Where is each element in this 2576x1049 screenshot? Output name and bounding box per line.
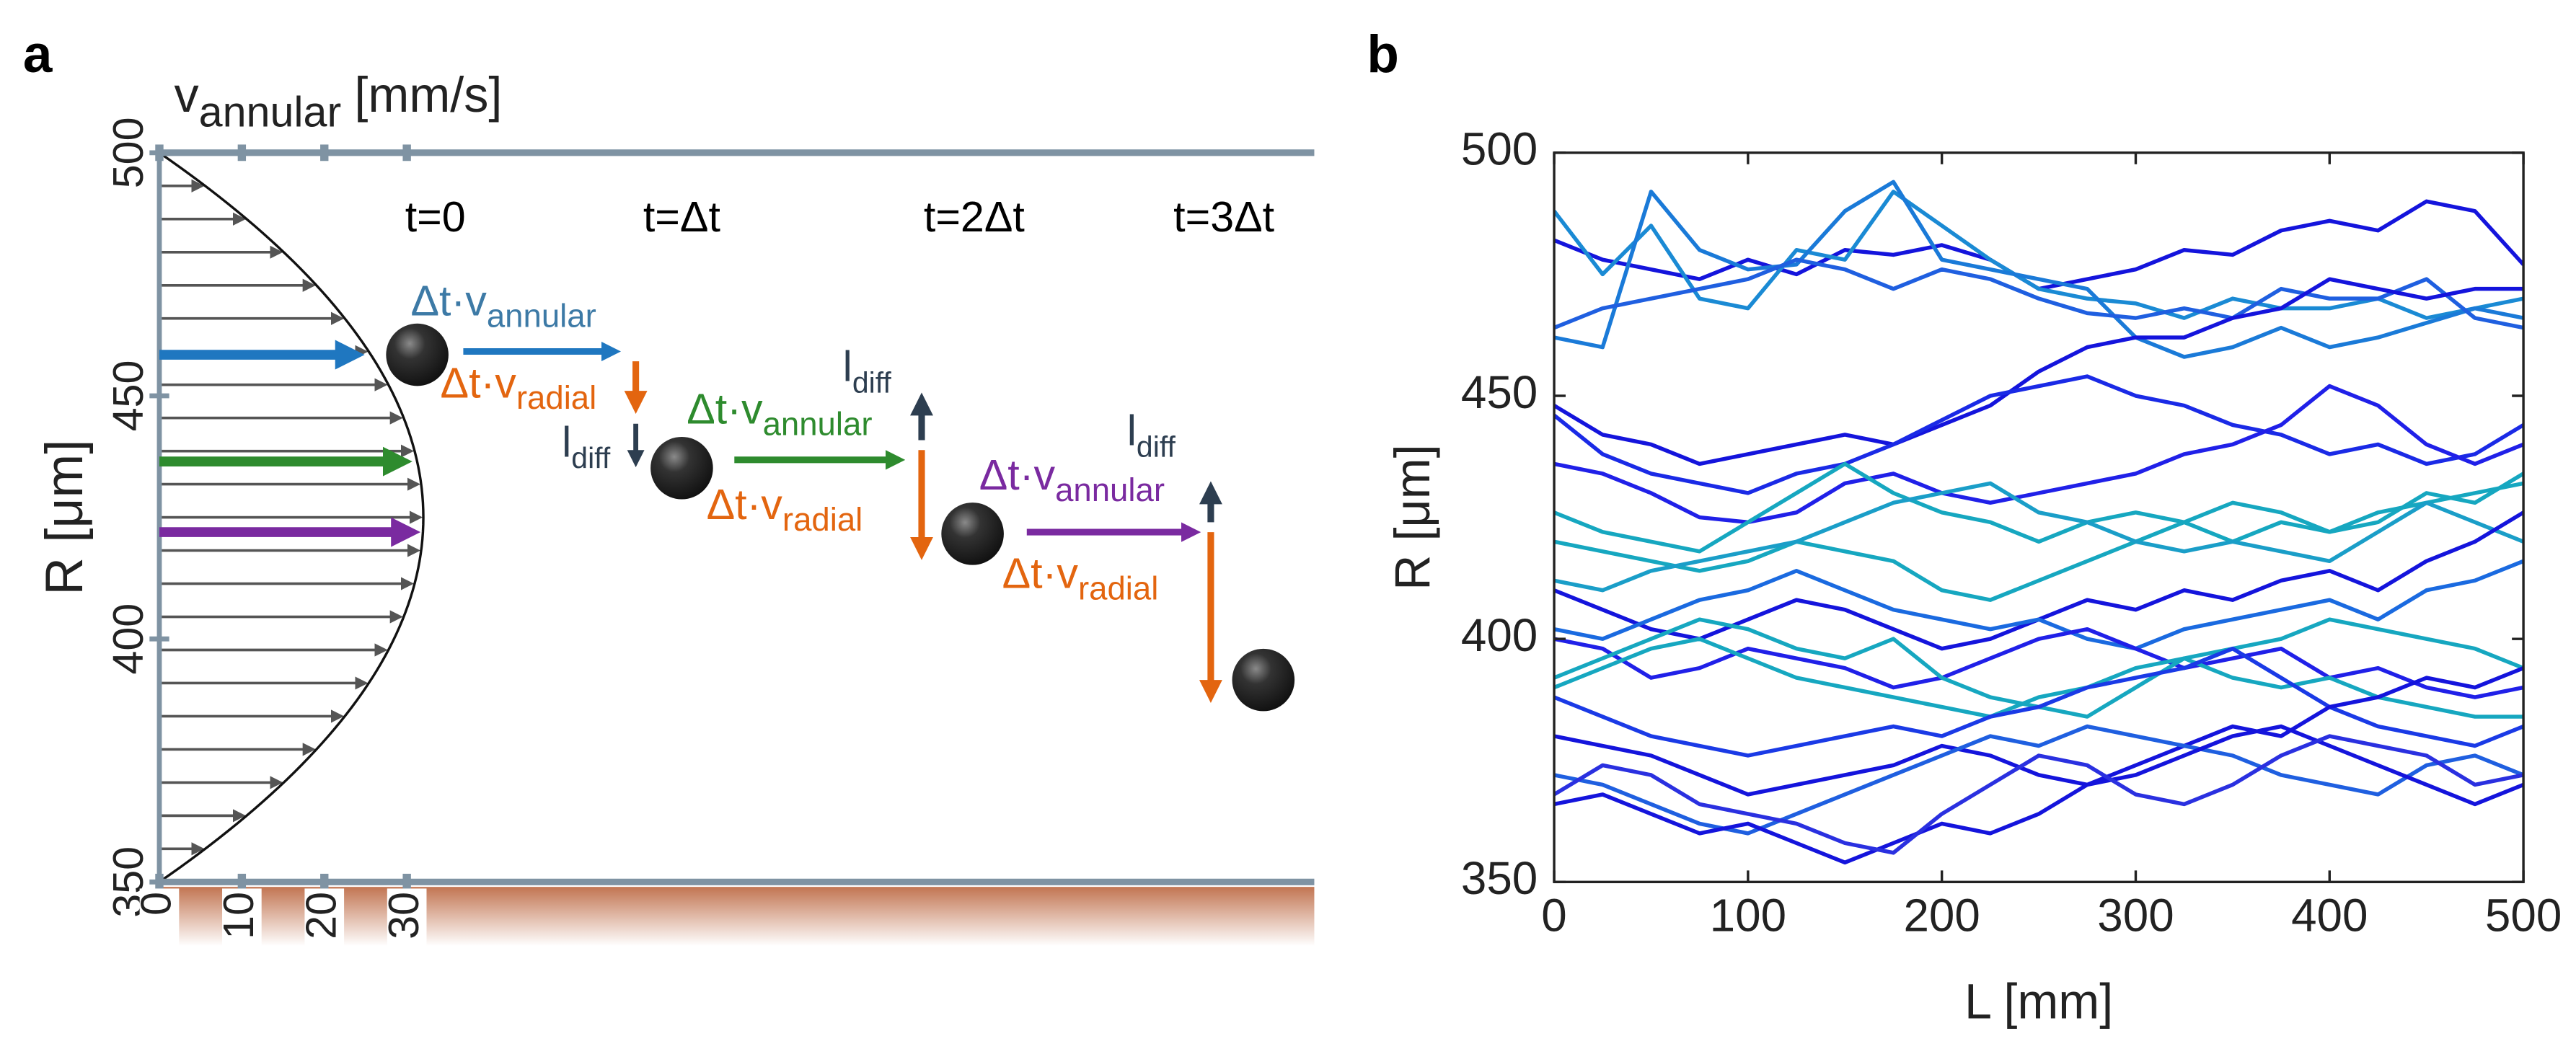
time-label: t=0 — [405, 192, 466, 241]
label-main: Δt·v — [411, 276, 488, 324]
data-line — [1554, 724, 2524, 865]
x-tick-label: 200 — [1903, 890, 1980, 942]
x-tick-label: 20 — [296, 892, 345, 939]
data-line — [1554, 666, 2524, 797]
label-main: l — [1127, 406, 1137, 454]
label-main: Δt·v — [687, 385, 763, 433]
particle — [941, 503, 1004, 565]
label-main: Δt·v — [979, 451, 1056, 499]
label-suffix: [mm/s] — [354, 68, 502, 123]
data-line — [1554, 481, 2524, 593]
radial-label: Δt·vradial — [707, 480, 863, 538]
y-tick-label: 400 — [1461, 609, 1538, 661]
particle — [386, 323, 449, 386]
y-tick-label: 350 — [1461, 852, 1538, 904]
x-tick-label: 100 — [1710, 890, 1786, 942]
y-tick-label: 450 — [1461, 366, 1538, 418]
x-tick — [237, 873, 247, 890]
diffusion-label: ldiff — [843, 342, 892, 399]
tick-label-backdrop — [387, 888, 427, 948]
label-sub: diff — [852, 366, 892, 399]
time-label: t=2Δt — [924, 192, 1025, 241]
x-tick-label: 400 — [2291, 890, 2368, 942]
y-tick-label: 500 — [1461, 123, 1538, 175]
y-axis-label: R [μm] — [1385, 444, 1440, 590]
data-line — [1554, 637, 2524, 719]
label-sub: annular — [763, 406, 873, 443]
x-tick-label: 0 — [1541, 890, 1566, 942]
label-main: l — [843, 342, 852, 391]
x-tick — [320, 873, 329, 890]
y-tick-label: 450 — [104, 360, 152, 432]
x-tick-label: 500 — [2485, 890, 2562, 942]
radial-label: Δt·vradial — [1002, 549, 1159, 607]
y-tick-label: 500 — [104, 117, 152, 188]
y-tick-label: 400 — [104, 603, 152, 675]
label-sub: radial — [1078, 570, 1158, 606]
x-tick-label: 30 — [379, 892, 428, 939]
data-line — [1554, 627, 2524, 699]
data-line — [1554, 180, 2524, 359]
particle — [1232, 648, 1295, 712]
tick-label-backdrop — [139, 888, 180, 948]
x-axis-label: vannular [mm/s] — [174, 68, 502, 136]
data-line — [1554, 734, 2524, 855]
label-main: v — [174, 68, 198, 123]
x-tick — [155, 144, 164, 161]
particle — [650, 436, 713, 500]
panel-label: a — [23, 25, 53, 84]
label-main: Δt·v — [707, 480, 783, 528]
tick-label-backdrop — [304, 888, 345, 948]
label-sub: radial — [516, 379, 596, 416]
time-label: t=3Δt — [1173, 192, 1275, 241]
label-sub: diff — [1137, 430, 1176, 463]
x-tick — [402, 873, 411, 890]
data-line — [1554, 190, 2524, 320]
label-sub: annular — [1055, 472, 1165, 508]
x-tick — [237, 144, 247, 161]
data-line — [1554, 472, 2524, 602]
data-line — [1554, 461, 2524, 554]
x-tick — [155, 873, 164, 890]
data-line — [1554, 559, 2524, 651]
x-tick-label: 300 — [2097, 890, 2174, 942]
tick-label-backdrop — [222, 888, 262, 948]
plot-frame — [1553, 151, 2525, 884]
data-line — [1554, 646, 2524, 758]
y-axis-label: R [μm] — [35, 440, 94, 596]
panel-label: b — [1367, 25, 1399, 84]
particle-steps: t=0 t=Δt t=2Δt t=3Δt Δt·vannular Δt·vrad… — [159, 192, 1295, 712]
label-sub: diff — [571, 441, 611, 474]
time-label: t=Δt — [643, 192, 721, 241]
data-line — [1554, 277, 2524, 466]
data-line — [1554, 199, 2524, 291]
annular-label: Δt·vannular — [979, 451, 1165, 508]
x-tick-label: 10 — [214, 892, 263, 939]
radial-label: Δt·vradial — [441, 358, 597, 416]
x-axis-label: L [mm] — [1964, 974, 2113, 1029]
wall — [159, 887, 1315, 947]
data-line — [1554, 384, 2524, 525]
label-sub: annular — [487, 297, 596, 334]
label-main: l — [562, 417, 571, 466]
x-tick — [320, 144, 329, 161]
label-main: Δt·v — [1002, 549, 1079, 598]
annular-label: Δt·vannular — [411, 276, 596, 334]
velocity-profile — [158, 151, 425, 883]
data-line — [1554, 724, 2524, 836]
label-main: Δt·v — [441, 358, 517, 407]
label-sub: radial — [782, 501, 863, 538]
x-tick — [402, 144, 411, 161]
label-sub: annular — [199, 87, 342, 136]
diffusion-label: ldiff — [1127, 406, 1176, 463]
data-line — [1554, 257, 2524, 330]
x-tick-label: 0 — [132, 892, 180, 916]
diffusion-label: ldiff — [562, 417, 611, 474]
annular-label: Δt·vannular — [687, 385, 872, 443]
data-line — [1554, 374, 2524, 495]
